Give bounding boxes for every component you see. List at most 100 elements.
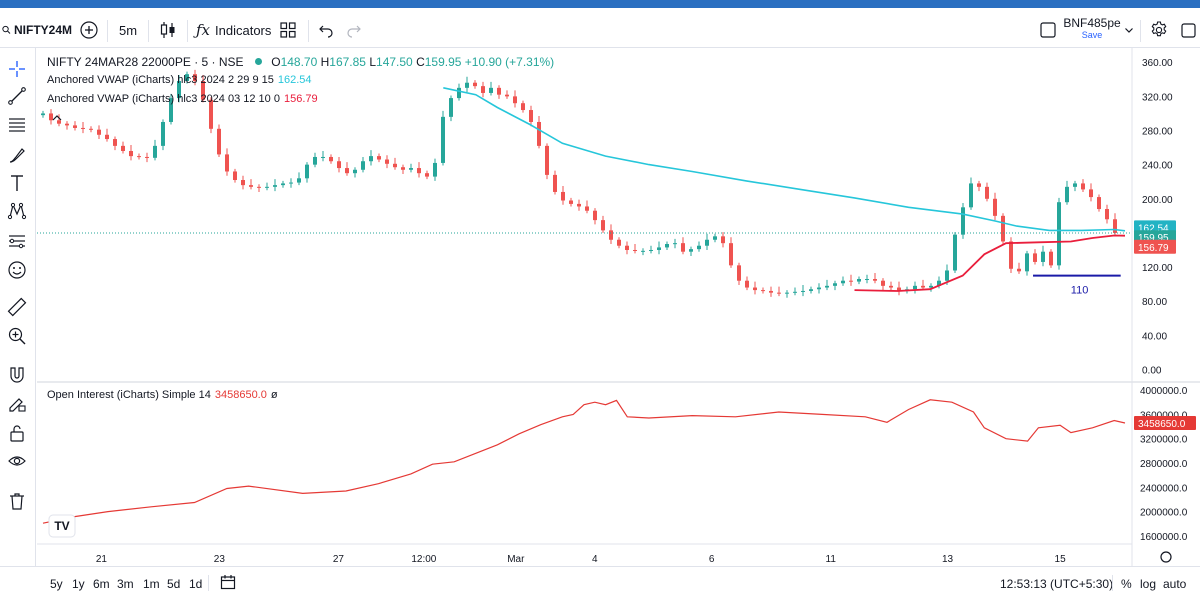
- clock-readout[interactable]: 12:53:13 (UTC+5:30): [1000, 577, 1114, 591]
- vwap1-legend[interactable]: Anchored VWAP (iCharts) hlc3 2024 2 29 9…: [47, 74, 312, 86]
- percent-scale-toggle[interactable]: %: [1121, 577, 1132, 591]
- candle-body: [913, 285, 917, 290]
- candle-body: [569, 200, 573, 204]
- settings-button[interactable]: [1150, 14, 1170, 46]
- oi-suffix: ø: [270, 389, 278, 401]
- candle-body: [961, 207, 965, 235]
- layout-checkbox[interactable]: [1040, 14, 1058, 46]
- compare-symbol-button[interactable]: [79, 14, 101, 46]
- time-tick-label: 27: [333, 554, 345, 565]
- auto-scale-toggle[interactable]: auto: [1163, 577, 1187, 591]
- logo-text: TV: [54, 519, 69, 533]
- price-tick-label: 280.00: [1142, 127, 1173, 138]
- oi-legend[interactable]: Open Interest (iCharts) Simple 14 3458650…: [47, 389, 278, 401]
- candle-body: [417, 168, 421, 174]
- interval-button[interactable]: 5m: [119, 14, 137, 46]
- oi-tick-label: 4000000.0: [1140, 386, 1188, 397]
- oi-line: [42, 399, 1126, 524]
- prediction-tool[interactable]: [6, 230, 28, 252]
- measure-tool[interactable]: [6, 296, 28, 318]
- search-icon: [2, 25, 11, 34]
- candle-body: [1049, 251, 1053, 266]
- candlestick-icon: [160, 22, 175, 38]
- candle-body: [305, 164, 309, 179]
- range-3m[interactable]: 3m: [117, 577, 134, 591]
- chart-type-button[interactable]: [158, 14, 180, 46]
- keep-drawing-tool[interactable]: [6, 393, 28, 415]
- fullscreen-button[interactable]: [1180, 14, 1198, 46]
- pattern-tool[interactable]: [6, 200, 28, 222]
- candle-body: [889, 285, 893, 288]
- collapse-legend-button[interactable]: [51, 112, 65, 126]
- remove-drawings-tool[interactable]: [6, 490, 28, 512]
- indicators-button[interactable]: ƒx Indicators: [196, 14, 271, 46]
- candle-body: [841, 280, 845, 284]
- layout-menu-button[interactable]: [1124, 14, 1136, 46]
- symbol-title: NIFTY 24MAR28 22000PE · 5 · NSE: [47, 55, 244, 69]
- top-accent-bar: [0, 0, 1200, 8]
- candle-body: [297, 178, 301, 183]
- range-5y[interactable]: 5y: [50, 577, 63, 591]
- undo-button[interactable]: [318, 14, 336, 46]
- lock-drawings-tool[interactable]: [6, 422, 28, 444]
- candle-body: [1073, 183, 1077, 187]
- candle-body: [481, 86, 485, 93]
- close-value: 159.95: [424, 55, 462, 69]
- vwap2-legend[interactable]: Anchored VWAP (iCharts) hlc3 2024 03 12 …: [47, 93, 318, 105]
- change-value: +10.90 (+7.31%): [464, 55, 555, 69]
- open-value: 148.70: [280, 55, 318, 69]
- candle-body: [497, 87, 501, 95]
- fib-tool[interactable]: [6, 114, 28, 136]
- range-6m[interactable]: 6m: [93, 577, 110, 591]
- hide-drawings-tool[interactable]: [6, 450, 28, 472]
- log-scale-toggle[interactable]: log: [1140, 577, 1157, 591]
- symbol-legend[interactable]: NIFTY 24MAR28 22000PE · 5 · NSE O148.70 …: [47, 55, 554, 69]
- candle-body: [1065, 186, 1069, 203]
- symbol-search[interactable]: NIFTY24M: [2, 14, 72, 46]
- crosshair-tool[interactable]: [6, 58, 28, 80]
- candle-body: [241, 180, 245, 186]
- brush-tool[interactable]: [6, 144, 28, 166]
- range-1y[interactable]: 1y: [72, 577, 85, 591]
- trend-line-tool[interactable]: [6, 85, 28, 107]
- candle-body: [1001, 215, 1005, 242]
- candle-body: [81, 127, 85, 129]
- zoom-tool[interactable]: [6, 325, 28, 347]
- calendar-icon: [220, 575, 236, 590]
- chart-canvas[interactable]: 110 360.00320.00280.00240.00200.00160.00…: [37, 48, 1200, 566]
- oi-tick-label: 1600000.0: [1140, 532, 1188, 543]
- templates-button[interactable]: [280, 14, 300, 46]
- text-icon: [11, 175, 23, 191]
- magnet-tool[interactable]: [6, 364, 28, 386]
- icon-tool[interactable]: [6, 259, 28, 281]
- goto-date-button[interactable]: [220, 574, 236, 593]
- price-tick-label: 360.00: [1142, 58, 1173, 69]
- redo-button[interactable]: [346, 14, 364, 46]
- candle-body: [817, 287, 821, 290]
- ruler-icon: [7, 297, 27, 317]
- price-tick-label: 320.00: [1142, 92, 1173, 103]
- range-1m[interactable]: 1m: [143, 577, 160, 591]
- layout-save-button[interactable]: BNF485pe Save: [1063, 12, 1120, 44]
- toolbar-divider: [1140, 20, 1141, 42]
- range-1d[interactable]: 1d: [189, 577, 203, 591]
- candle-body: [929, 285, 933, 288]
- candle-body: [521, 103, 525, 111]
- candle-body: [825, 285, 829, 288]
- candle-body: [713, 236, 717, 240]
- candle-body: [721, 236, 725, 244]
- chart-area[interactable]: 110 360.00320.00280.00240.00200.00160.00…: [37, 48, 1200, 566]
- text-tool[interactable]: [6, 172, 28, 194]
- oi-tick-label: 3200000.0: [1140, 435, 1188, 446]
- range-5d[interactable]: 5d: [167, 577, 181, 591]
- time-tick-label: 23: [214, 554, 226, 565]
- candle-body: [777, 292, 781, 294]
- candle-body: [1025, 253, 1029, 272]
- candle-body: [337, 161, 341, 169]
- candle-body: [601, 220, 605, 231]
- forecast-icon: [9, 235, 25, 249]
- magnet-icon: [10, 367, 24, 383]
- candle-body: [1057, 202, 1061, 266]
- time-axis-settings-button[interactable]: [1160, 551, 1172, 563]
- candle-body: [793, 291, 797, 293]
